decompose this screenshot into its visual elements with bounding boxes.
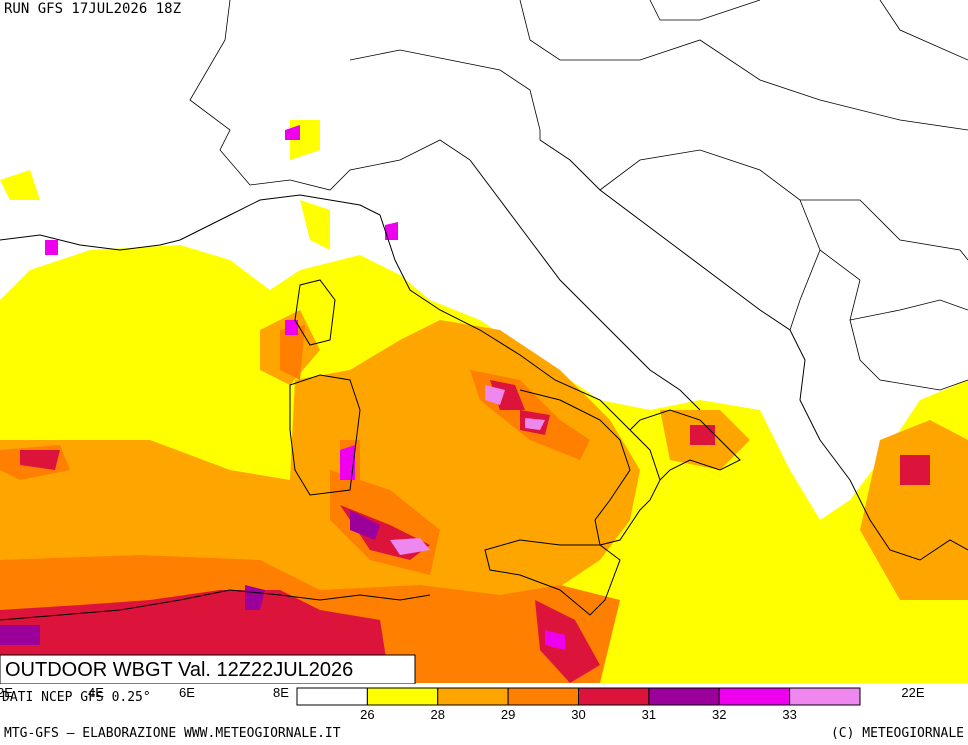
wbgt-area (245, 585, 265, 610)
longitude-label: 6E (179, 685, 195, 700)
coastline-sardinia (289, 374, 361, 496)
borders (189, 0, 968, 391)
wbgt-area (0, 170, 40, 200)
legend-box (789, 687, 861, 706)
border (849, 319, 968, 391)
longitude-labels: 2E 4E 6E 8E 22E (0, 685, 925, 700)
border (649, 0, 761, 21)
map-title: OUTDOOR WBGT Val. 12Z22JUL2026 (5, 659, 353, 681)
border (519, 0, 968, 131)
wbgt-area (545, 630, 565, 650)
legend-box (648, 687, 720, 706)
wbgt-area (340, 445, 355, 480)
wbgt-area (860, 420, 968, 600)
wbgt-area (690, 425, 715, 445)
coastline-corsica (294, 279, 336, 346)
longitude-label: 8E (273, 685, 289, 700)
coastline-north-africa (0, 589, 431, 621)
coastline-italy-west (179, 194, 661, 546)
wbgt-area (285, 125, 300, 140)
coastline-sicily (484, 539, 621, 616)
wbgt-field (0, 120, 968, 683)
wbgt-area (485, 385, 505, 405)
coastline-adriatic-west (469, 159, 701, 411)
coastline-greece (819, 439, 968, 561)
border (599, 149, 821, 331)
wbgt-area (20, 450, 60, 470)
footer-right: (C) METEOGIORNALE (831, 726, 964, 741)
wbgt-area (900, 455, 930, 485)
legend: 26 28 29 30 31 32 33 (296, 687, 861, 722)
wbgt-area (280, 325, 305, 380)
wbgt-area (535, 600, 600, 683)
border (819, 249, 968, 321)
border (189, 0, 471, 191)
legend-box (296, 687, 368, 706)
wbgt-area (390, 538, 430, 555)
wbgt-area (385, 222, 398, 240)
coastlines (0, 139, 968, 621)
wbgt-area (525, 418, 545, 430)
wbgt-area (300, 200, 330, 250)
legend-label: 31 (642, 707, 656, 722)
legend-box (578, 687, 650, 706)
wbgt-area (45, 240, 58, 255)
legend-label: 29 (501, 707, 515, 722)
legend-box (507, 687, 579, 706)
border (349, 49, 541, 140)
legend-box (718, 687, 791, 706)
legend-label: 33 (782, 707, 796, 722)
title-box (0, 654, 416, 685)
run-label: RUN GFS 17JUL2026 18Z (4, 1, 181, 17)
coastline-adriatic-east (539, 139, 821, 441)
wbgt-area (350, 510, 380, 540)
border (879, 0, 968, 61)
footer-left: MTG-GFS — ELABORAZIONE WWW.METEOGIORNALE… (4, 726, 341, 741)
longitude-label: 22E (901, 685, 924, 700)
wbgt-area (0, 625, 40, 645)
legend-box (437, 687, 509, 706)
coastline-italy-heel (629, 409, 741, 481)
longitude-label: 2E (0, 685, 13, 700)
coastline-france (0, 234, 181, 251)
border (800, 199, 968, 261)
legend-label: 32 (712, 707, 726, 722)
legend-label: 28 (431, 707, 445, 722)
wbgt-area (285, 320, 298, 335)
longitude-label: 4E (88, 685, 104, 700)
source-label: DATI NCEP GFS 0.25° (2, 690, 151, 705)
legend-label: 30 (571, 707, 585, 722)
legend-label: 26 (360, 707, 374, 722)
legend-box (366, 687, 439, 706)
